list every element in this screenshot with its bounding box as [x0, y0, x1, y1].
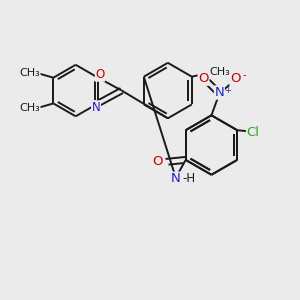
Text: CH₃: CH₃: [19, 103, 40, 113]
Text: +: +: [224, 86, 231, 95]
Text: CH₃: CH₃: [209, 67, 230, 77]
Text: O: O: [95, 68, 105, 81]
Text: CH₃: CH₃: [19, 68, 40, 78]
Text: O: O: [230, 72, 241, 85]
Text: Cl: Cl: [247, 126, 260, 139]
Text: -: -: [242, 70, 246, 80]
Text: O: O: [198, 72, 209, 85]
Text: N: N: [171, 172, 181, 185]
Text: N: N: [214, 86, 224, 99]
Text: O: O: [153, 155, 163, 168]
Text: N: N: [92, 101, 100, 114]
Text: -H: -H: [183, 172, 196, 185]
